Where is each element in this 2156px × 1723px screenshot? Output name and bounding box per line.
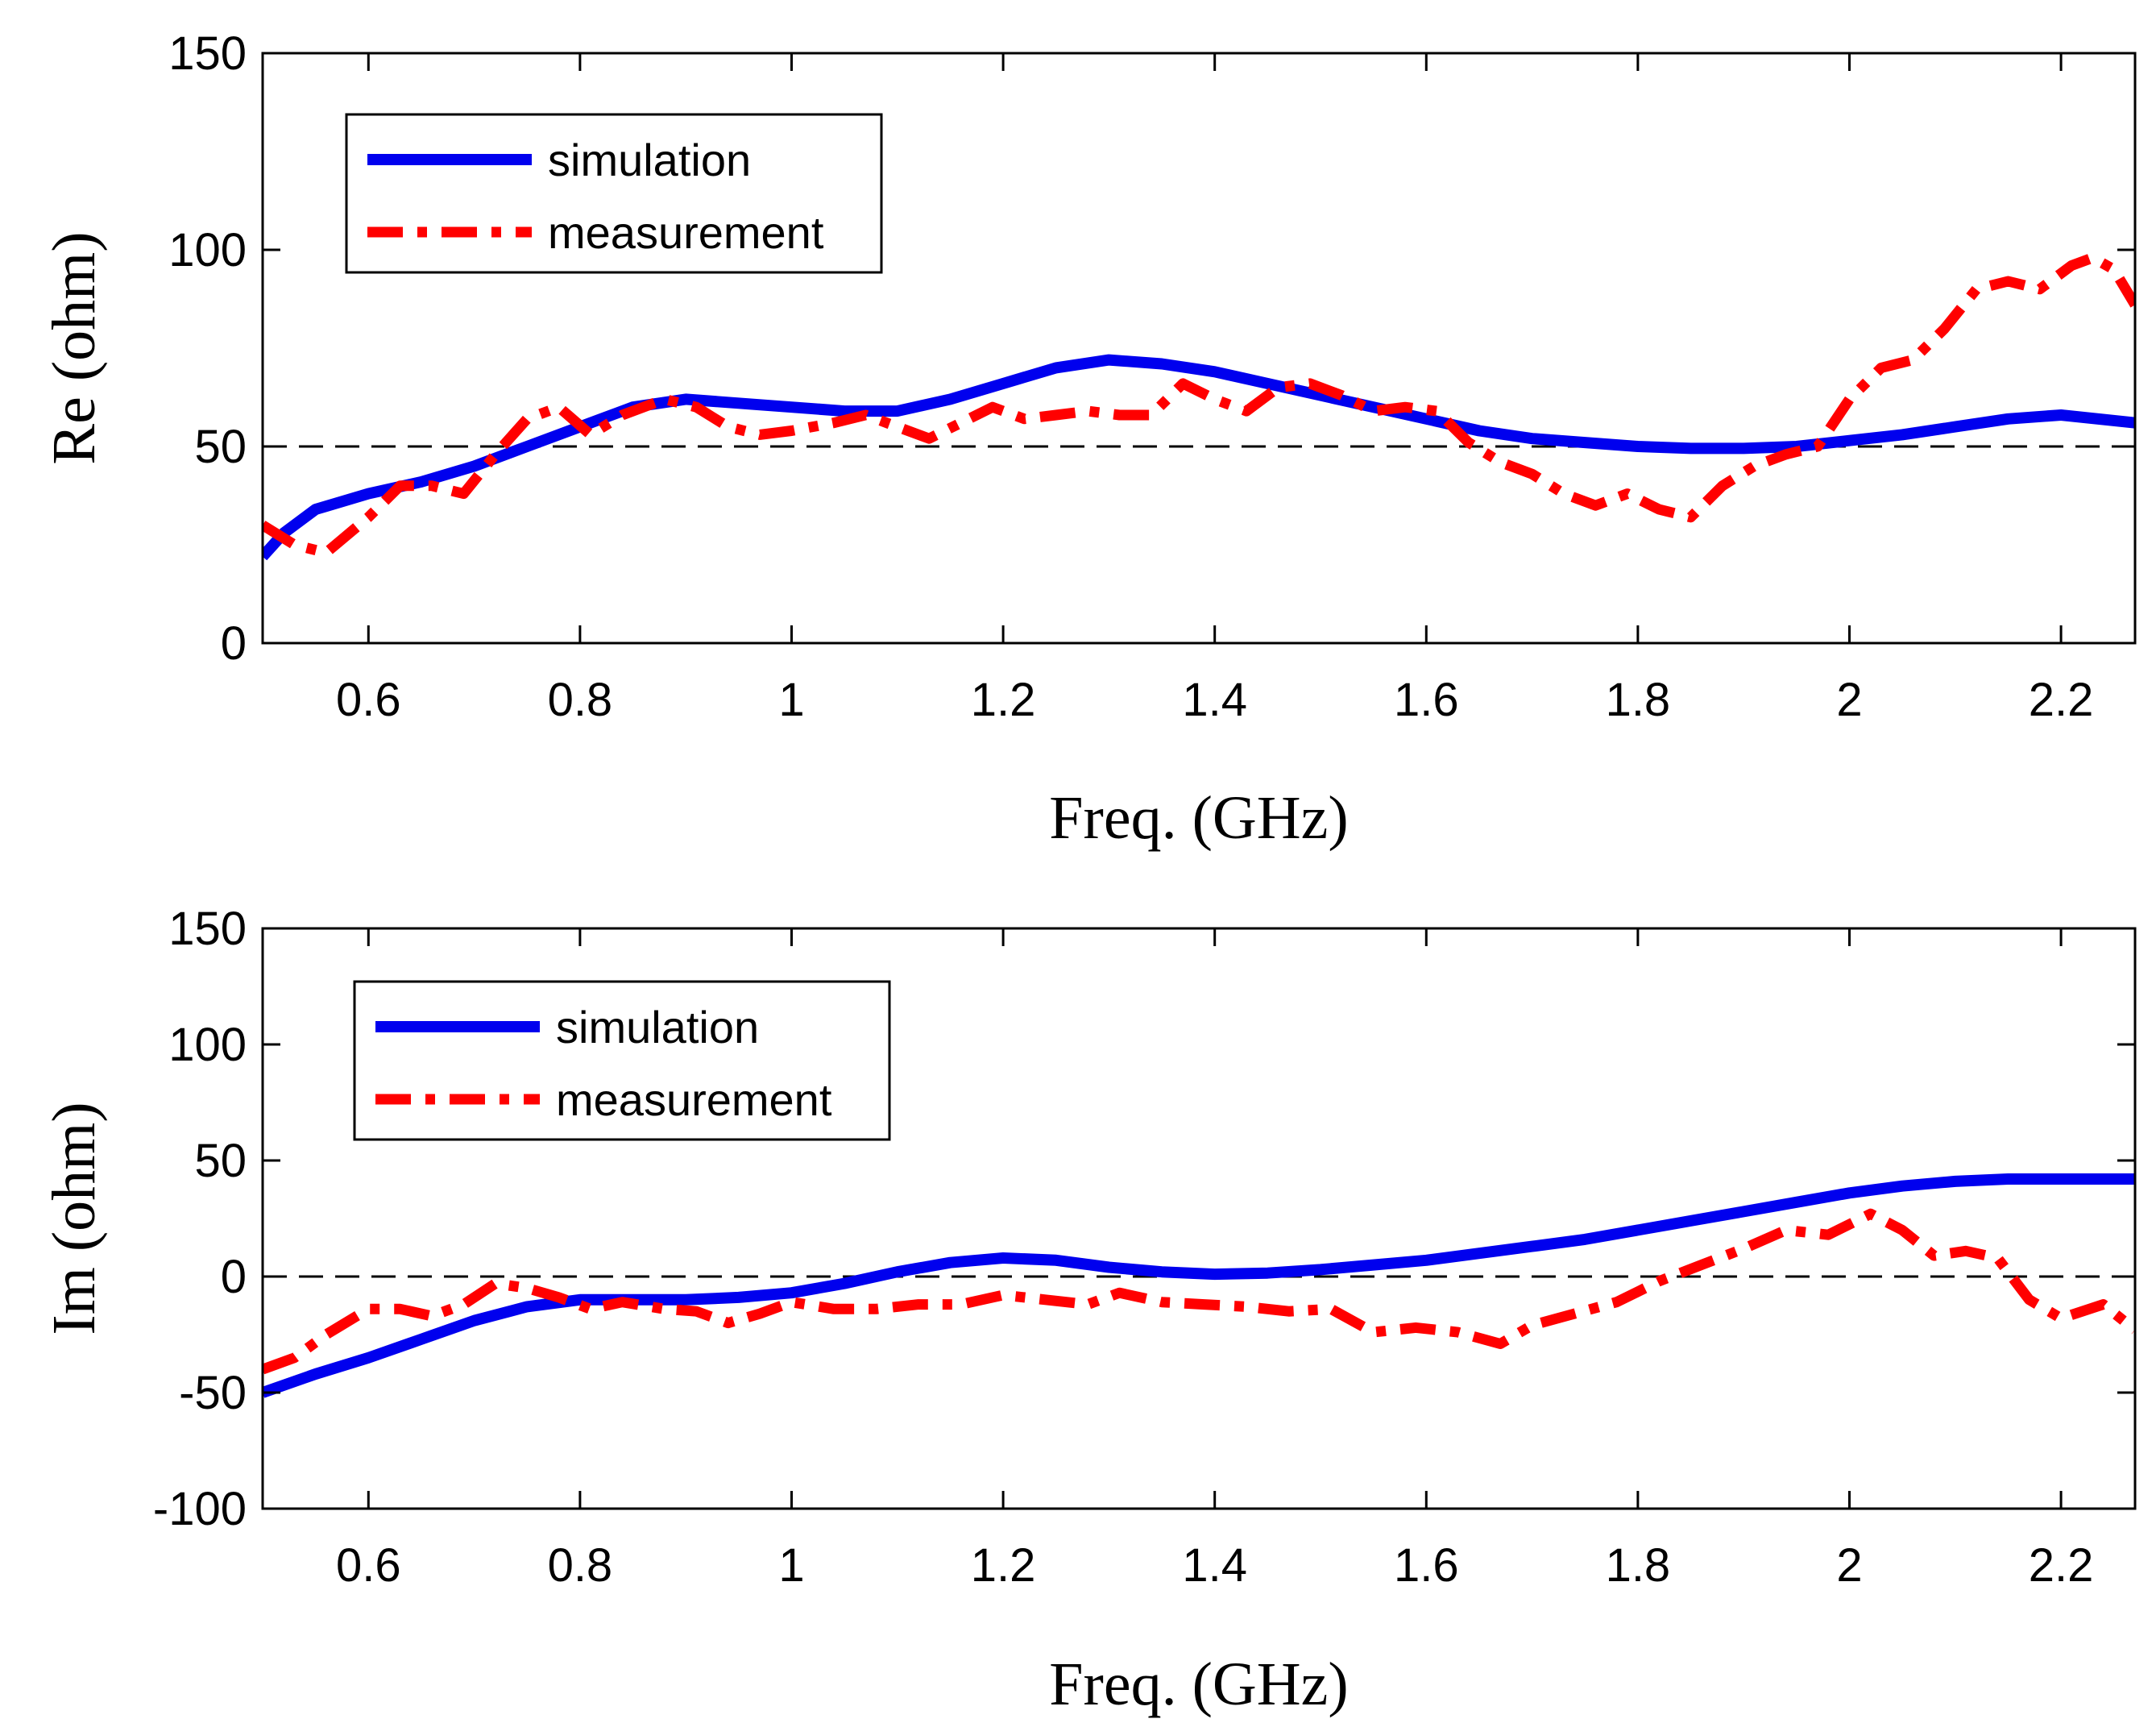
im-measurement-line (263, 1208, 2135, 1375)
re-xtick-label: 2.2 (2029, 674, 2094, 726)
im-ytick-label: -50 (179, 1367, 247, 1419)
re-legend-label-simulation: simulation (548, 135, 751, 185)
re-xtick-label: 0.8 (548, 674, 613, 726)
re-xtick-label: 0.6 (336, 674, 401, 726)
im-ytick-label: -100 (153, 1483, 247, 1535)
im-legend-label-measurement: measurement (556, 1074, 832, 1125)
im-legend-box (353, 980, 891, 1141)
re-xtick-label: 2 (1836, 674, 1862, 726)
im-ytick-label: 50 (194, 1135, 247, 1187)
im-simulation-line (263, 1173, 2135, 1398)
re-axes-box (261, 52, 2137, 645)
re-xtick-label: 1.4 (1182, 674, 1247, 726)
re-ytick-label: 150 (168, 27, 247, 80)
im-xtick-label: 1.2 (971, 1539, 1036, 1592)
re-legend-box (345, 113, 883, 274)
im-panel: 0.6 0.8 1 1.2 1.4 1.6 1.8 2 2.2 -100 -50 0 50 100 150 F… (40, 903, 2137, 1718)
re-x-axis-label: Freq. (GHz) (1049, 784, 1348, 852)
im-xtick-label: 1.4 (1182, 1539, 1247, 1592)
re-legend-label-measurement: measurement (548, 207, 824, 258)
re-xtick-label: 1 (778, 674, 804, 726)
im-axes-box (261, 927, 2137, 1510)
re-xtick-label: 1.2 (971, 674, 1036, 726)
re-xtick-label: 1.6 (1394, 674, 1459, 726)
re-y-axis-label: Re (ohm) (40, 231, 108, 464)
re-ytick-label: 50 (194, 421, 247, 473)
im-xtick-label: 1.8 (1606, 1539, 1671, 1592)
im-xtick-label: 2.2 (2029, 1539, 2094, 1592)
re-xtick-label: 1.8 (1606, 674, 1671, 726)
im-xtick-label: 1.6 (1394, 1539, 1459, 1592)
im-xtick-label: 1 (778, 1539, 804, 1592)
re-ytick-label: 100 (168, 224, 247, 276)
re-ytick-label: 0 (221, 617, 247, 670)
im-legend-label-simulation: simulation (556, 1002, 759, 1052)
im-ytick-label: 0 (221, 1251, 247, 1303)
im-xtick-label: 0.8 (548, 1539, 613, 1592)
im-ytick-label: 100 (168, 1019, 247, 1071)
im-ytick-label: 150 (168, 903, 247, 955)
im-xtick-label: 0.6 (336, 1539, 401, 1592)
im-y-axis-label: Im (ohm) (40, 1102, 108, 1335)
im-x-axis-label: Freq. (GHz) (1049, 1650, 1348, 1718)
re-panel: 0.6 0.8 1 1.2 1.4 1.6 1.8 2 2.2 0 50 100 150 Freq. (G… (40, 27, 2137, 852)
re-legend: simulation measurement (345, 113, 883, 274)
re-measurement-line (263, 252, 2135, 558)
im-legend: simulation measurement (353, 980, 891, 1141)
im-xtick-label: 2 (1836, 1539, 1862, 1592)
